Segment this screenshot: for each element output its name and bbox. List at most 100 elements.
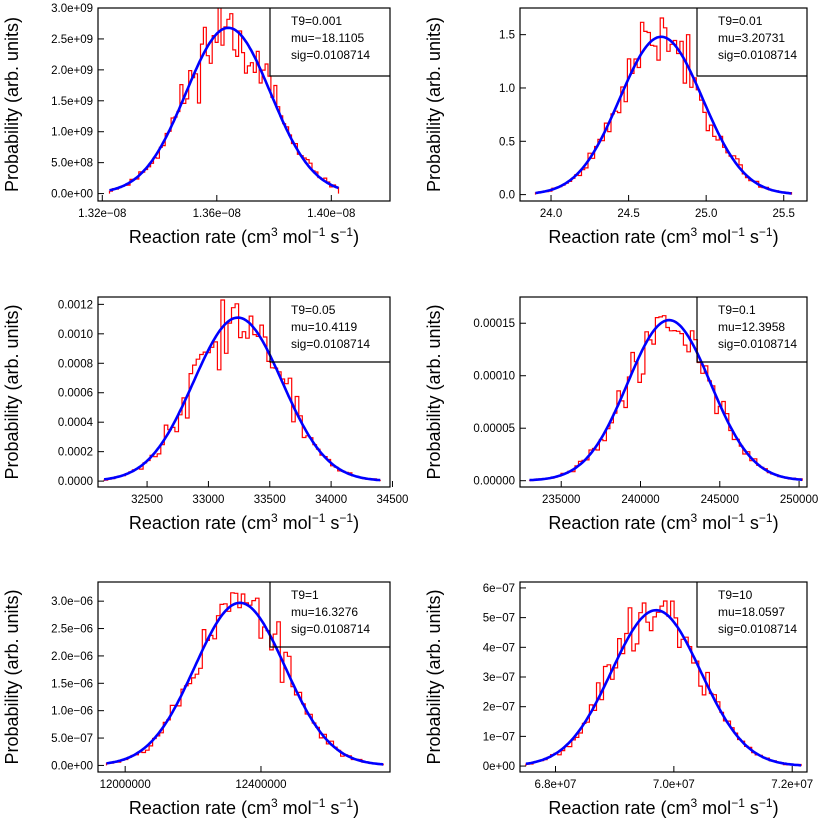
- x-axis-title-superscript: −1: [339, 225, 353, 239]
- y-tick-label: 0.0000: [58, 476, 93, 488]
- x-axis-title-part: ): [773, 227, 779, 247]
- stats-line: T9=0.05: [291, 303, 336, 317]
- stats-line: T9=1: [291, 588, 319, 602]
- y-tick-label: 0.0002: [58, 447, 93, 459]
- y-tick-label: 0.00015: [473, 318, 515, 330]
- x-axis-title-part: ): [773, 513, 779, 533]
- x-axis-title: Reaction rate (cm3 mol−1 s−1): [548, 796, 778, 818]
- x-axis-title-superscript: −1: [731, 225, 745, 239]
- y-tick-label: 1.0e+09: [51, 127, 93, 139]
- y-tick-label: 2.5e−06: [51, 624, 93, 636]
- x-axis-title-superscript: 3: [690, 796, 697, 810]
- x-tick-label: 1.36e−08: [193, 208, 241, 220]
- y-tick-label: 0.0: [499, 190, 515, 202]
- gaussian-fit-line: [535, 35, 792, 195]
- x-tick-label: 24.0: [540, 208, 562, 220]
- x-axis-title-part: s: [745, 227, 759, 247]
- x-tick-label: 33500: [254, 494, 286, 506]
- plot-frame: [97, 296, 391, 488]
- x-axis-title-part: mol: [278, 798, 312, 818]
- x-tick-label: 25.5: [773, 208, 795, 220]
- y-tick-label: 0.0012: [58, 299, 93, 311]
- x-axis-title-superscript: −1: [731, 511, 745, 525]
- x-tick-label: 245000: [701, 494, 739, 506]
- y-tick-label: 3.0e−06: [51, 596, 93, 608]
- x-tick-label: 12400000: [235, 779, 286, 791]
- x-axis-title-superscript: 3: [271, 511, 278, 525]
- x-axis-title-part: ): [353, 798, 359, 818]
- x-axis-title-part: ): [353, 513, 359, 533]
- x-axis-title-superscript: 3: [271, 225, 278, 239]
- gaussian-fit-line: [103, 316, 381, 482]
- y-tick-label: 2.0e+09: [51, 65, 93, 77]
- x-tick-label: 7.0e+07: [653, 779, 695, 791]
- stats-line: T9=0.01: [718, 14, 763, 28]
- y-tick-label: 0e+00: [483, 761, 515, 773]
- plot-frame: [519, 7, 808, 202]
- x-axis-title-superscript: −1: [312, 511, 326, 525]
- x-tick-label: 12000000: [100, 779, 151, 791]
- x-axis-title-superscript: −1: [731, 796, 745, 810]
- y-tick-label: 3.0e+09: [51, 3, 93, 15]
- x-tick-label: 34500: [376, 494, 408, 506]
- stats-line: sig=0.0108714: [718, 48, 797, 62]
- x-tick-label: 25.0: [695, 208, 717, 220]
- stats-line: mu=3.20731: [718, 31, 785, 45]
- y-tick-label: 1.5e−06: [51, 678, 93, 690]
- x-tick-label: 240000: [621, 494, 659, 506]
- stats-line: T9=0.1: [718, 303, 756, 317]
- x-tick-label: 6.8e+07: [535, 779, 577, 791]
- x-tick-label: 250000: [780, 494, 818, 506]
- x-tick-label: 7.2e+07: [771, 779, 813, 791]
- y-tick-label: 0.0006: [58, 388, 93, 400]
- x-axis-title-part: s: [325, 227, 339, 247]
- x-axis-title-part: s: [745, 798, 759, 818]
- x-axis-title-part: Reaction rate (cm: [129, 798, 271, 818]
- x-axis-title-part: mol: [697, 513, 731, 533]
- stats-box: [696, 8, 807, 77]
- y-tick-label: 0.0010: [58, 329, 93, 341]
- stats-line: mu=12.3958: [718, 320, 785, 334]
- x-axis-title-superscript: 3: [690, 511, 697, 525]
- y-tick-label: 0.0004: [58, 417, 94, 429]
- x-axis-title-superscript: −1: [759, 225, 773, 239]
- chart-panel-3: T9=0.05 mu=10.4119 sig=0.0108714 32500 33000…: [2, 296, 408, 533]
- x-tick-label: 1.32e−08: [78, 208, 126, 220]
- x-axis-title: Reaction rate (cm3 mol−1 s−1): [129, 511, 359, 533]
- x-tick-label: 1.40e−08: [307, 208, 355, 220]
- y-tick-label: 6e−07: [483, 583, 515, 595]
- y-tick-label: 1e−07: [483, 731, 515, 743]
- x-tick-label: 235000: [542, 494, 580, 506]
- x-axis-title-part: ): [353, 227, 359, 247]
- x-axis-title-superscript: 3: [690, 225, 697, 239]
- x-axis-title-superscript: −1: [339, 796, 353, 810]
- y-tick-label: 5e−07: [483, 613, 515, 625]
- y-tick-label: 1.5e+09: [51, 96, 93, 108]
- x-tick-label: 32500: [131, 494, 163, 506]
- x-axis-title-part: Reaction rate (cm: [548, 513, 690, 533]
- stats-line: T9=10: [718, 588, 753, 602]
- chart-panel-1: T9=0.001 mu=−18.1105 sig=0.0108714 1.32e−08…: [2, 3, 391, 247]
- x-axis-title-part: mol: [697, 227, 731, 247]
- y-tick-label: 2.5e+09: [51, 34, 93, 46]
- y-axis-title: Probability (arb. units): [424, 304, 444, 479]
- y-tick-label: 5.0e−07: [51, 733, 93, 745]
- stats-line: mu=10.4119: [291, 320, 357, 334]
- x-axis-title: Reaction rate (cm3 mol−1 s−1): [129, 225, 359, 247]
- x-axis-title-part: s: [325, 513, 339, 533]
- y-tick-label: 2e−07: [483, 702, 515, 714]
- stats-box: [269, 582, 390, 648]
- y-tick-label: 4e−07: [483, 642, 515, 654]
- y-tick-label: 3e−07: [483, 672, 515, 684]
- stats-line: T9=0.001: [291, 14, 342, 28]
- y-tick-label: 0.00000: [473, 476, 515, 488]
- x-axis-title-part: mol: [278, 513, 312, 533]
- gaussian-fit-line: [109, 26, 339, 192]
- x-axis-title-part: Reaction rate (cm: [129, 513, 271, 533]
- x-axis-title-superscript: −1: [339, 511, 353, 525]
- y-axis-title: Probability (arb. units): [424, 589, 444, 764]
- chart-panel-2: T9=0.01 mu=3.20731 sig=0.0108714 24.0 24.5 25…: [424, 7, 808, 247]
- x-axis-title: Reaction rate (cm3 mol−1 s−1): [548, 511, 778, 533]
- y-tick-label: 0.0e+00: [51, 189, 93, 201]
